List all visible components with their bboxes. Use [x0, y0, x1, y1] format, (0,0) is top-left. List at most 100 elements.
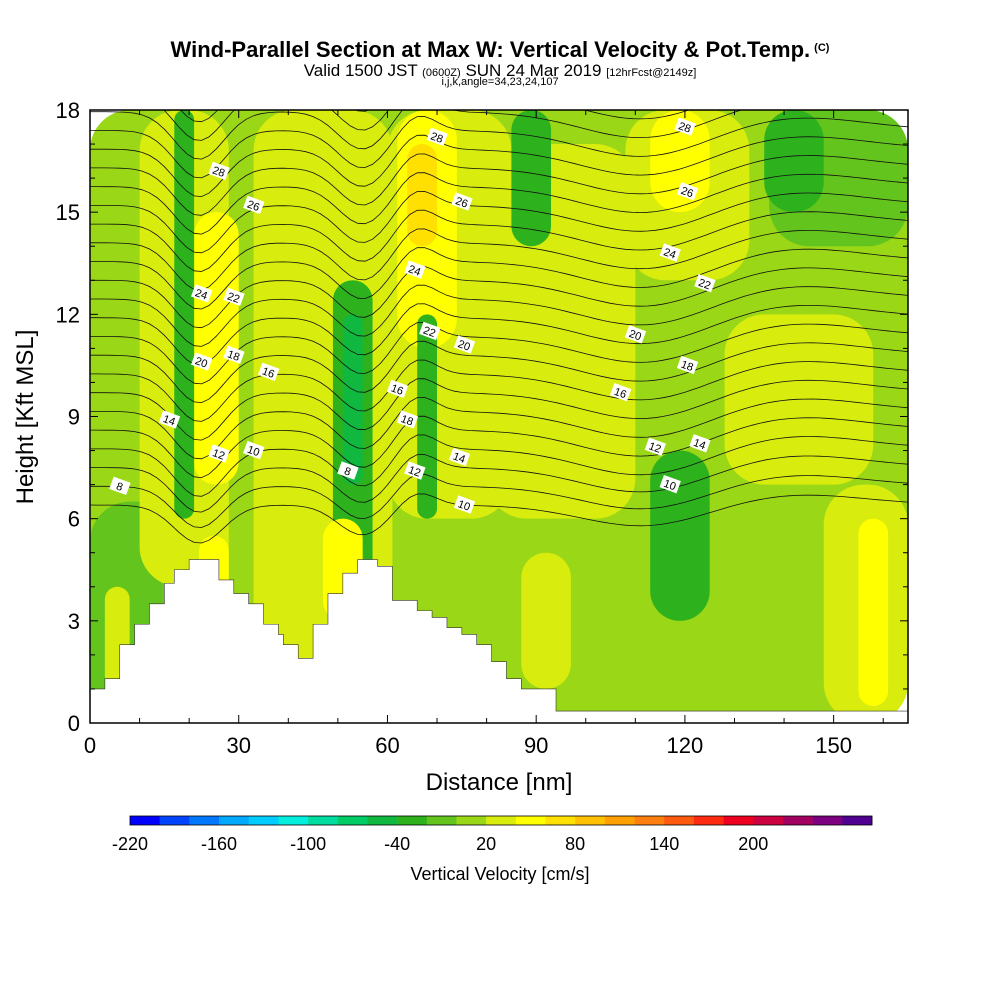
svg-text:20: 20 [193, 355, 209, 370]
svg-text:22: 22 [226, 291, 242, 306]
colorbar-tick-label-4: 20 [476, 834, 496, 854]
svg-text:26: 26 [245, 199, 261, 214]
colorbar-tick-label-0: -220 [112, 834, 148, 854]
isentrope-14 [90, 228, 908, 291]
section-indices: i,j,k,angle=34,23,24,107 [441, 76, 559, 88]
y-axis-title: Height [Kft MSL] [12, 330, 39, 505]
y-tick-label-0: 0 [68, 711, 80, 736]
svg-text:26: 26 [679, 185, 695, 200]
isentrope-18 [90, 153, 908, 216]
svg-text:24: 24 [407, 263, 423, 278]
vv-region-14 [858, 518, 889, 706]
x-tick-label-5: 150 [815, 733, 852, 758]
theta-label-28: 22 [694, 274, 716, 293]
isentrope-1 [90, 473, 908, 528]
x-axis-title: Distance [nm] [426, 769, 573, 796]
vv-region-22 [650, 450, 710, 621]
vv-region-21 [764, 110, 824, 213]
colorbar-swatch-11 [456, 816, 487, 825]
vv-region-15 [174, 110, 195, 519]
theta-label-7: 18 [223, 345, 245, 364]
y-tick-label-3: 9 [68, 405, 80, 430]
theta-label-14: 12 [404, 461, 426, 480]
colorbar-swatch-16 [604, 816, 635, 825]
svg-text:18: 18 [679, 359, 695, 374]
svg-text:28: 28 [211, 165, 227, 180]
terrain-outline [90, 559, 908, 723]
vv-region-11 [650, 110, 710, 213]
x-tick-label-1: 30 [226, 733, 250, 758]
terrain-mask [90, 559, 908, 723]
theta-label-4: 28 [208, 161, 230, 181]
isentrope-21 [90, 110, 743, 160]
colorbar-swatch-4 [248, 816, 279, 825]
vv-region-9 [486, 144, 636, 519]
theta-label-27: 10 [659, 474, 681, 494]
colorbar-tick-label-5: 80 [565, 834, 585, 854]
chart-subtitle: Valid 1500 JST (0600Z) SUN 24 Mar 2019 [… [0, 61, 1000, 81]
x-tick-label-0: 0 [84, 733, 96, 758]
isentrope-12 [90, 265, 908, 329]
isentrope-2 [90, 454, 908, 513]
theta-label-15: 22 [419, 321, 441, 341]
theta-label-6: 10 [243, 440, 265, 460]
theta-label-3: 24 [191, 284, 213, 303]
colorbar: -220 -160 -100 -40 20 80 140 200 [112, 815, 873, 854]
colorbar-swatch-20 [723, 816, 754, 825]
theta-label-1: 14 [158, 410, 181, 429]
theta-label-18: 14 [448, 447, 471, 467]
copyright-mark: (C) [814, 42, 830, 54]
isentrope-5 [90, 396, 908, 460]
theta-label-16: 24 [404, 260, 426, 279]
utc-time: (0600Z) [422, 67, 461, 79]
y-tick-label-6: 18 [56, 98, 80, 123]
theta-label-30: 26 [676, 182, 699, 201]
theta-label-13: 18 [396, 410, 419, 429]
colorbar-swatch-1 [159, 816, 190, 825]
svg-text:12: 12 [211, 447, 227, 462]
theta-label-9: 22 [223, 287, 245, 307]
svg-text:22: 22 [697, 277, 713, 292]
theta-label-5: 12 [208, 444, 230, 463]
colorbar-tick-label-7: 200 [738, 834, 768, 854]
svg-text:8: 8 [343, 465, 353, 478]
colorbar-tick-label-2: -100 [290, 834, 326, 854]
svg-text:12: 12 [407, 464, 423, 479]
isentrope-22 [163, 110, 690, 141]
svg-text:28: 28 [677, 120, 693, 135]
theta-label-8: 16 [257, 362, 280, 381]
colorbar-swatch-18 [664, 816, 695, 825]
theta-label-23: 20 [624, 325, 647, 344]
isentrope-9 [90, 322, 908, 385]
svg-text:16: 16 [260, 365, 276, 380]
colorbar-swatch-24 [842, 816, 873, 825]
valid-date: SUN 24 Mar 2019 [465, 61, 602, 80]
valid-time: Valid 1500 JST [303, 61, 418, 80]
svg-text:24: 24 [662, 246, 678, 261]
colorbar-swatch-5 [278, 816, 309, 825]
chart-title: Wind-Parallel Section at Max W: Vertical… [0, 37, 1000, 63]
svg-text:26: 26 [454, 195, 470, 210]
theta-label-2: 20 [191, 352, 213, 371]
colorbar-swatch-15 [575, 816, 606, 825]
svg-text:18: 18 [226, 348, 242, 363]
colorbar-tick-label-1: -160 [201, 834, 237, 854]
svg-text:16: 16 [389, 382, 405, 397]
colorbar-swatch-0 [130, 816, 160, 825]
colorbar-swatch-19 [693, 816, 724, 825]
svg-text:14: 14 [451, 451, 467, 466]
theta-label-12: 16 [386, 379, 409, 398]
colorbar-swatch-10 [426, 816, 457, 825]
x-tick-label-2: 60 [375, 733, 399, 758]
vv-region-19 [511, 110, 552, 247]
theta-label-24: 18 [676, 355, 699, 375]
theta-contours [90, 110, 908, 544]
forecast-info: [12hrFcst@2149z] [606, 67, 697, 79]
vv-region-8 [407, 144, 438, 247]
colorbar-swatch-22 [782, 816, 813, 825]
theta-label-10: 26 [243, 195, 265, 215]
isentrope-7 [90, 359, 908, 422]
svg-text:24: 24 [193, 287, 209, 302]
svg-text:12: 12 [647, 440, 663, 455]
